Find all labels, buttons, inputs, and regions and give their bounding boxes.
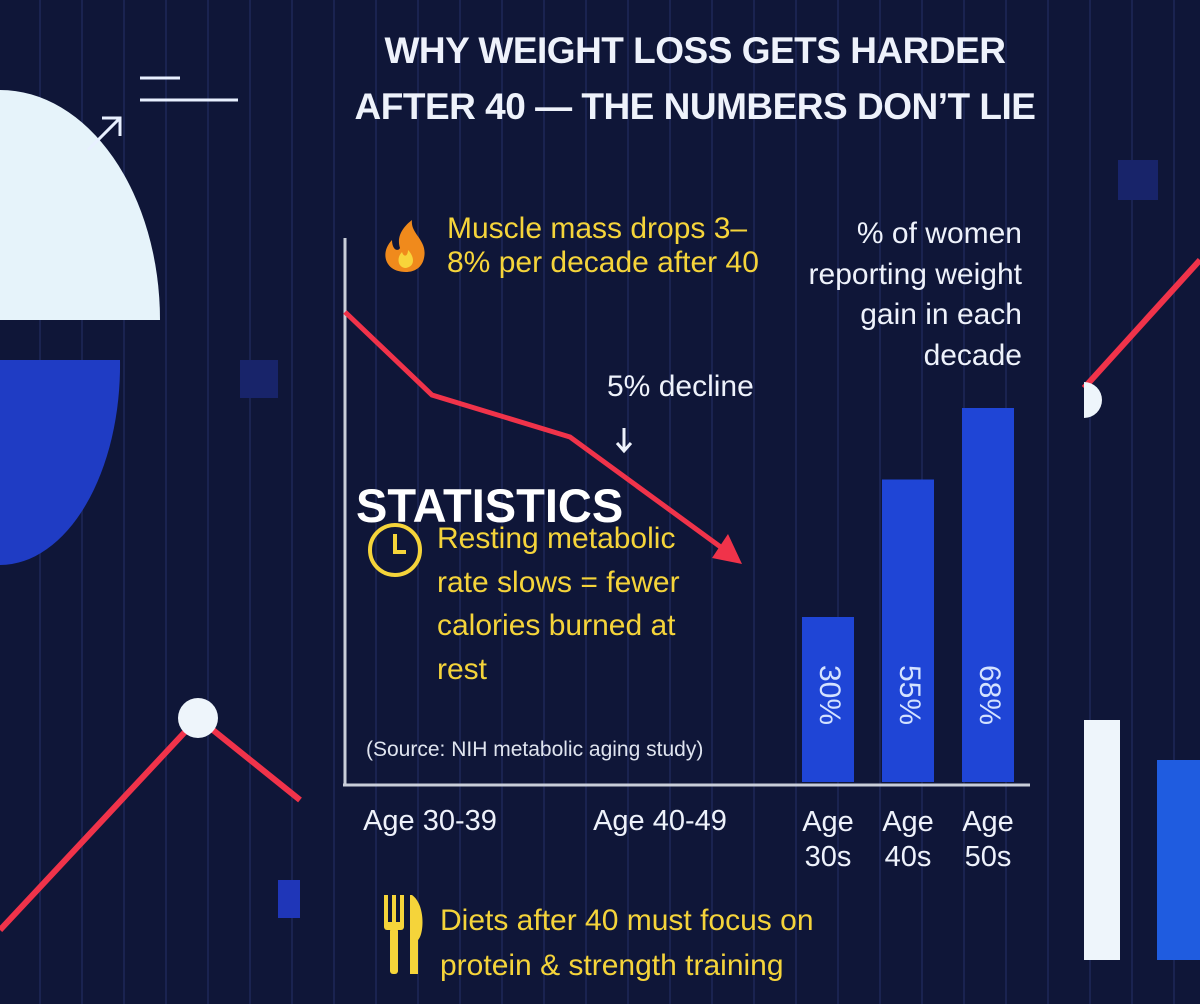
footer-note: Diets after 40 must focus on protein & s… [440, 904, 814, 982]
deco-half-circle [0, 90, 160, 320]
deco-dot [1084, 382, 1102, 418]
bar [882, 479, 934, 782]
x-tick-label: Age 50s [962, 806, 1014, 873]
metabolic-note: Resting metabolic rate slows = fewer cal… [437, 522, 680, 686]
x-tick-label: Age 30s [802, 806, 854, 873]
bar-value-label: 55% [893, 665, 926, 725]
bar-chart-title: % of women reporting weight gain in each… [808, 217, 1022, 372]
deco-square [1118, 160, 1158, 200]
clock-icon [368, 523, 422, 577]
decline-arrowhead [712, 534, 742, 564]
deco-dot [178, 698, 218, 738]
bar [962, 408, 1014, 782]
deco-red-line [1081, 257, 1200, 391]
bar [802, 617, 854, 782]
cutlery-icon [384, 895, 423, 974]
line-x-label: Age 40-49 [593, 805, 727, 837]
down-arrow [615, 428, 633, 454]
title-line: WHY WEIGHT LOSS GETS HARDER [384, 30, 1006, 71]
section-label: STATISTICS [356, 479, 624, 532]
bar-value-label: 30% [813, 665, 846, 725]
decline-note: 5% decline [607, 370, 754, 403]
deco-square [278, 880, 300, 918]
title-line: AFTER 40 — THE NUMBERS DON’T LIE [354, 86, 1036, 127]
deco-arrow [86, 76, 238, 152]
deco-bar [1084, 720, 1120, 960]
deco-blue-shape [0, 360, 121, 565]
flame-icon [385, 220, 425, 272]
source-note: (Source: NIH metabolic aging study) [366, 738, 704, 761]
bar-value-label: 68% [973, 665, 1006, 725]
line-x-label: Age 30-39 [363, 805, 497, 837]
deco-square [240, 360, 278, 398]
background-stripes [39, 0, 1175, 1004]
deco-red-line [0, 713, 302, 933]
muscle-note: Muscle mass drops 3–8% per decade after … [447, 212, 759, 279]
x-tick-label: Age 40s [882, 806, 934, 873]
deco-bar [1157, 760, 1200, 960]
axes [343, 238, 1030, 787]
decline-line [343, 310, 724, 551]
